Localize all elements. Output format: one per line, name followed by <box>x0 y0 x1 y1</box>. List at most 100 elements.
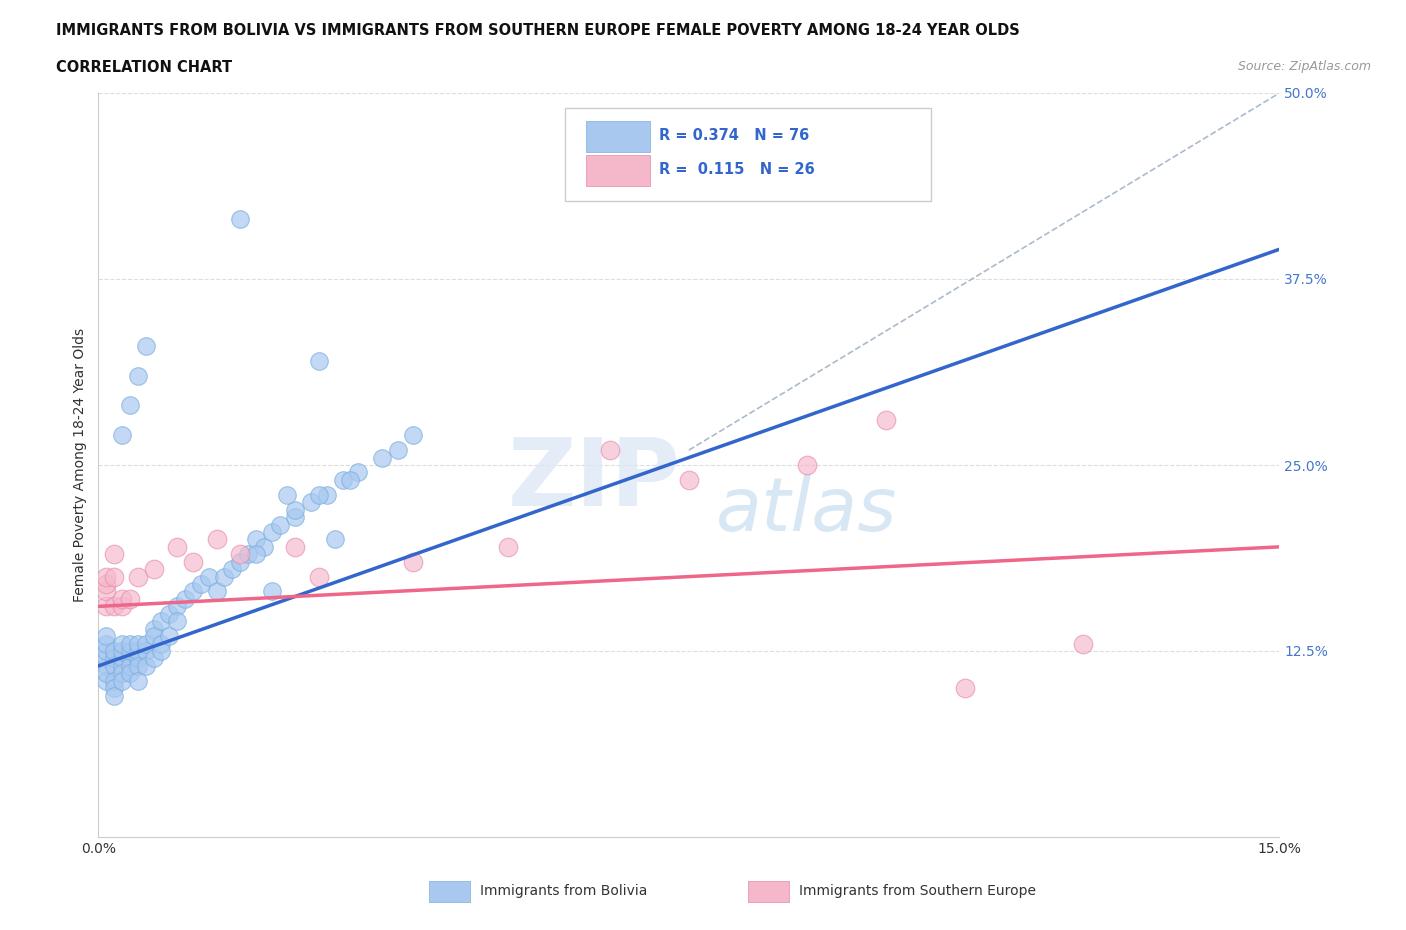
Point <box>299 495 322 510</box>
Point <box>229 554 252 569</box>
Point <box>135 658 157 673</box>
Point <box>323 532 346 547</box>
Bar <box>748 881 789 902</box>
Text: ZIP: ZIP <box>508 434 681 525</box>
Point <box>229 212 252 227</box>
Point <box>142 562 165 577</box>
Point <box>118 636 141 651</box>
Point <box>205 532 228 547</box>
Point <box>150 614 173 629</box>
Point <box>157 629 180 644</box>
Point <box>111 591 134 606</box>
Y-axis label: Female Poverty Among 18-24 Year Olds: Female Poverty Among 18-24 Year Olds <box>73 328 87 602</box>
Text: atlas: atlas <box>716 473 898 546</box>
Text: CORRELATION CHART: CORRELATION CHART <box>56 60 232 75</box>
Point <box>599 443 621 458</box>
FancyBboxPatch shape <box>565 108 931 201</box>
Point <box>402 428 425 443</box>
FancyBboxPatch shape <box>586 121 650 152</box>
Point <box>678 472 700 487</box>
Point <box>103 651 125 666</box>
Point <box>245 532 267 547</box>
Text: Immigrants from Bolivia: Immigrants from Bolivia <box>479 884 647 898</box>
Point <box>111 658 134 673</box>
Point <box>118 398 141 413</box>
Point <box>496 539 519 554</box>
Point <box>142 621 165 636</box>
Point <box>166 599 188 614</box>
Point <box>142 629 165 644</box>
Point <box>315 487 337 502</box>
Point <box>276 487 298 502</box>
Point <box>96 658 118 673</box>
Point <box>127 673 149 688</box>
Point <box>796 458 818 472</box>
Point <box>135 339 157 353</box>
Point <box>127 636 149 651</box>
Point <box>308 569 330 584</box>
Text: R =  0.115   N = 26: R = 0.115 N = 26 <box>659 162 815 177</box>
Point <box>118 666 141 681</box>
Point <box>111 428 134 443</box>
Point <box>284 510 307 525</box>
Point <box>96 584 118 599</box>
Point <box>118 658 141 673</box>
Point <box>371 450 394 465</box>
Text: R = 0.374   N = 76: R = 0.374 N = 76 <box>659 128 810 143</box>
Point <box>103 569 125 584</box>
Point <box>181 554 204 569</box>
Point <box>96 644 118 658</box>
Point <box>142 651 165 666</box>
Point <box>96 651 118 666</box>
Point <box>103 673 125 688</box>
Text: Source: ZipAtlas.com: Source: ZipAtlas.com <box>1237 60 1371 73</box>
Point <box>127 651 149 666</box>
Point <box>135 636 157 651</box>
Point <box>157 606 180 621</box>
Point <box>229 547 252 562</box>
Point <box>111 673 134 688</box>
Point <box>875 413 897 428</box>
Point <box>127 368 149 383</box>
Bar <box>429 881 471 902</box>
Point <box>205 584 228 599</box>
Point <box>96 569 118 584</box>
Point <box>103 681 125 696</box>
Point <box>190 577 212 591</box>
Point <box>245 547 267 562</box>
Point <box>166 614 188 629</box>
Point <box>111 599 134 614</box>
Point <box>253 539 276 554</box>
Point <box>339 472 361 487</box>
Point <box>103 644 125 658</box>
Text: IMMIGRANTS FROM BOLIVIA VS IMMIGRANTS FROM SOUTHERN EUROPE FEMALE POVERTY AMONG : IMMIGRANTS FROM BOLIVIA VS IMMIGRANTS FR… <box>56 23 1019 38</box>
Point <box>103 547 125 562</box>
Point <box>308 487 330 502</box>
Point <box>260 584 283 599</box>
Point <box>96 636 118 651</box>
Point <box>135 644 157 658</box>
Point <box>387 443 409 458</box>
Point <box>284 539 307 554</box>
Point <box>269 517 291 532</box>
Point <box>347 465 370 480</box>
Point <box>118 651 141 666</box>
Point <box>96 673 118 688</box>
Point <box>166 539 188 554</box>
Point <box>332 472 354 487</box>
Text: Immigrants from Southern Europe: Immigrants from Southern Europe <box>799 884 1036 898</box>
Point <box>111 666 134 681</box>
Point <box>96 577 118 591</box>
Point <box>236 547 259 562</box>
Point <box>127 658 149 673</box>
Point <box>111 644 134 658</box>
Point <box>953 681 976 696</box>
Point <box>111 651 134 666</box>
Point <box>118 644 141 658</box>
Point <box>96 629 118 644</box>
Point <box>103 599 125 614</box>
Point <box>181 584 204 599</box>
Point <box>150 636 173 651</box>
Point <box>118 591 141 606</box>
FancyBboxPatch shape <box>586 154 650 186</box>
